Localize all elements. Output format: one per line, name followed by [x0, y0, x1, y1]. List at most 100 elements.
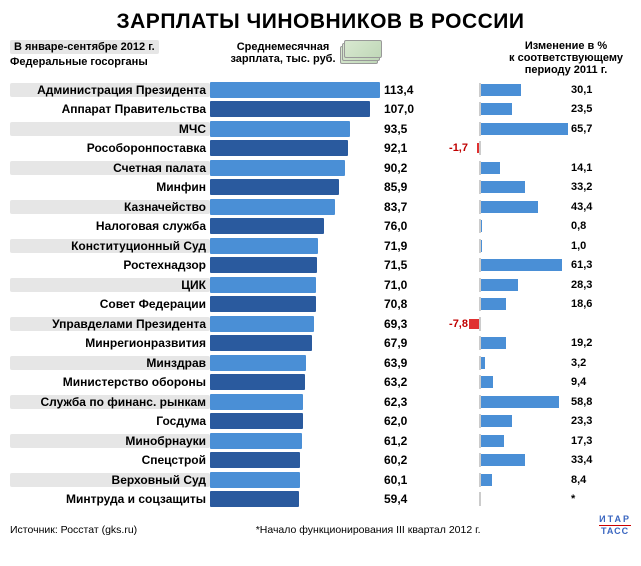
- neg-bar-cell: [470, 492, 480, 506]
- neg-bar-cell: [470, 219, 480, 233]
- salary-bar-cell: [210, 472, 380, 488]
- change-bar-cell: [480, 83, 568, 97]
- change-bar-cell: [480, 161, 568, 175]
- salary-bar: [210, 374, 305, 390]
- change-bar: [481, 454, 525, 466]
- change-value: *: [568, 493, 631, 505]
- salary-value: 83,7: [380, 200, 426, 214]
- change-bar-cell: [480, 200, 568, 214]
- row-label: Совет Федерации: [10, 297, 210, 311]
- row-label: Счетная палата: [10, 161, 210, 175]
- salary-bar-cell: [210, 160, 380, 176]
- footer: Источник: Росстат (gks.ru) *Начало функц…: [10, 515, 631, 536]
- change-bar-cell: [480, 356, 568, 370]
- neg-bar-cell: [470, 258, 480, 272]
- change-bar: [481, 201, 538, 213]
- change-bar-cell: [480, 336, 568, 350]
- salary-value: 93,5: [380, 122, 426, 136]
- change-bar-cell: [480, 434, 568, 448]
- salary-bar: [210, 218, 324, 234]
- header-salary-col: Среднемесячная зарплата, тыс. руб.: [210, 40, 400, 66]
- header-left: В январе-сентябре 2012 г. Федеральные го…: [10, 40, 210, 68]
- neg-bar-cell: [470, 83, 480, 97]
- neg-bar-cell: [470, 414, 480, 428]
- change-bar-cell: [480, 492, 568, 506]
- data-row: ЦИК71,028,3: [10, 275, 631, 295]
- salary-value: 71,9: [380, 239, 426, 253]
- data-row: Налоговая служба76,00,8: [10, 217, 631, 237]
- change-bar-cell: [480, 180, 568, 194]
- change-bar: [481, 220, 482, 232]
- change-bar-cell: [480, 239, 568, 253]
- row-label: МЧС: [10, 122, 210, 136]
- salary-value: 90,2: [380, 161, 426, 175]
- change-value: 8,4: [568, 474, 631, 486]
- data-row: Казначейство83,743,4: [10, 197, 631, 217]
- data-row: Минфин85,933,2: [10, 178, 631, 198]
- change-bar: [481, 298, 506, 310]
- salary-value: 113,4: [380, 83, 426, 97]
- salary-bar-cell: [210, 433, 380, 449]
- salary-bar-cell: [210, 238, 380, 254]
- change-value: 28,3: [568, 279, 631, 291]
- salary-value: 61,2: [380, 434, 426, 448]
- data-row: МЧС93,565,7: [10, 119, 631, 139]
- neg-bar-cell: [470, 453, 480, 467]
- salary-value: 63,2: [380, 375, 426, 389]
- salary-bar: [210, 296, 316, 312]
- row-label: Ростехнадзор: [10, 258, 210, 272]
- salary-value: 60,2: [380, 453, 426, 467]
- data-row: Администрация Президента113,430,1: [10, 80, 631, 100]
- neg-bar-cell: [470, 297, 480, 311]
- salary-bar-cell: [210, 452, 380, 468]
- change-bar: [481, 376, 493, 388]
- salary-bar-cell: [210, 218, 380, 234]
- change-bar-cell: [480, 297, 568, 311]
- row-label: Спецстрой: [10, 453, 210, 467]
- data-row: Минрегионразвития67,919,2: [10, 334, 631, 354]
- salary-bar-cell: [210, 335, 380, 351]
- itar-tass-logo: ИТАР ТАСС: [599, 515, 631, 536]
- salary-bar-cell: [210, 140, 380, 156]
- change-bar-cell: [480, 453, 568, 467]
- neg-bar-cell: [470, 336, 480, 350]
- change-value: 9,4: [568, 376, 631, 388]
- change-value: 0,8: [568, 220, 631, 232]
- chart-title: ЗАРПЛАТЫ ЧИНОВНИКОВ В РОССИИ: [10, 10, 631, 34]
- salary-bar: [210, 160, 345, 176]
- data-row: Счетная палата 90,2 14,1: [10, 158, 631, 178]
- salary-bar: [210, 238, 318, 254]
- salary-value: 67,9: [380, 336, 426, 350]
- salary-bar: [210, 452, 300, 468]
- change-bar: [481, 396, 559, 408]
- change-bar: [481, 279, 518, 291]
- row-label: Служба по финанс. рынкам: [10, 395, 210, 409]
- row-label: Минтруда и соцзащиты: [10, 492, 210, 506]
- change-bar: [481, 337, 506, 349]
- salary-bar: [210, 121, 350, 137]
- change-value: 18,6: [568, 298, 631, 310]
- change-bar: [481, 181, 525, 193]
- neg-bar-cell: [470, 356, 480, 370]
- row-label: Госдума: [10, 414, 210, 428]
- salary-bar: [210, 277, 316, 293]
- neg-value: -7,8: [426, 318, 470, 330]
- change-value: 17,3: [568, 435, 631, 447]
- salary-bar: [210, 335, 312, 351]
- salary-bar-cell: [210, 355, 380, 371]
- data-row: Министерство обороны63,29,4: [10, 373, 631, 393]
- change-value: 33,2: [568, 181, 631, 193]
- change-bar-cell: [480, 375, 568, 389]
- salary-value: 60,1: [380, 473, 426, 487]
- salary-bar-cell: [210, 257, 380, 273]
- salary-bar-cell: [210, 277, 380, 293]
- change-value: 14,1: [568, 162, 631, 174]
- salary-value: 85,9: [380, 180, 426, 194]
- salary-bar: [210, 199, 335, 215]
- data-row: Аппарат Правительства107,023,5: [10, 100, 631, 120]
- salary-bar-cell: [210, 121, 380, 137]
- neg-bar-cell: [470, 239, 480, 253]
- change-bar: [481, 415, 512, 427]
- change-bar-cell: [480, 219, 568, 233]
- data-row: Совет Федерации70,818,6: [10, 295, 631, 315]
